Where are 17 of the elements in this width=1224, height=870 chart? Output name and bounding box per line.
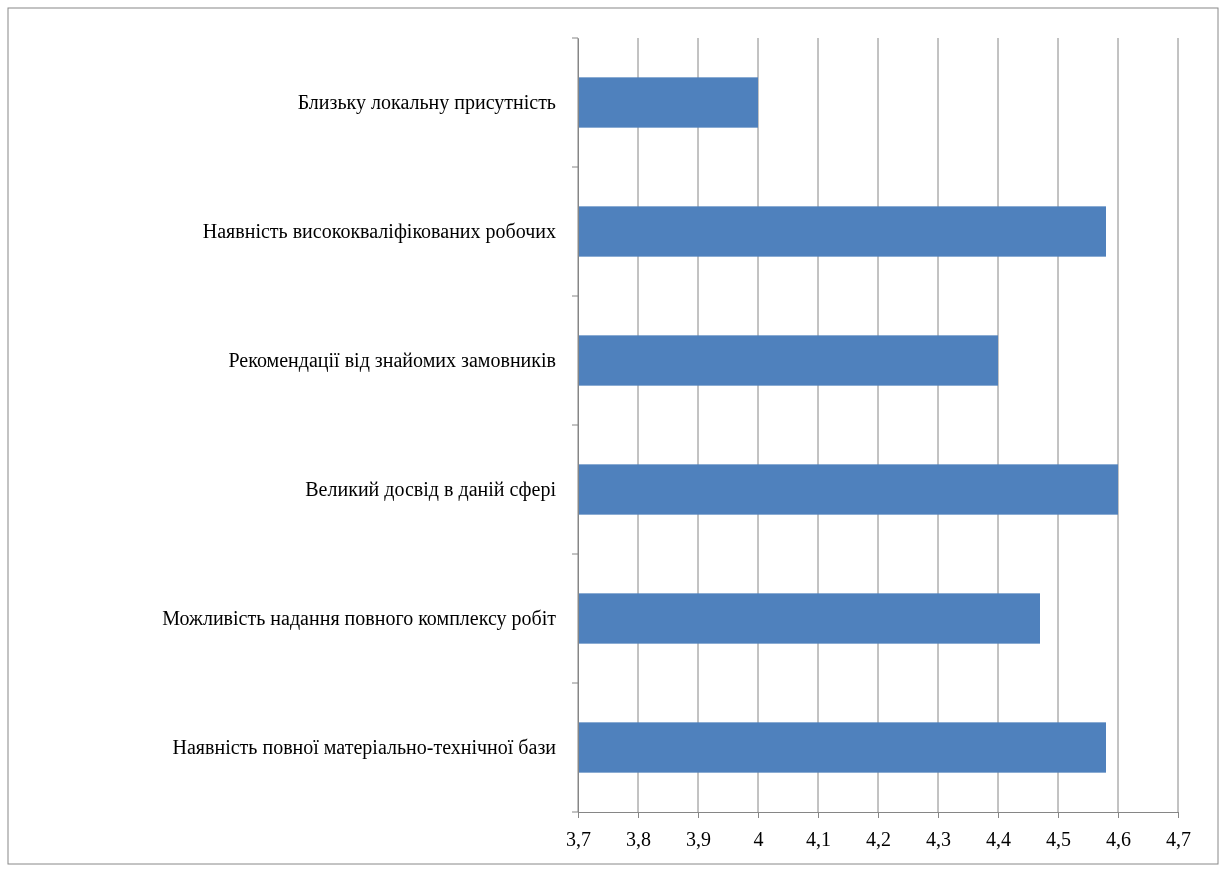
y-tick-label: Близьку локальну присутність: [297, 90, 556, 114]
x-tick-label: 4,3: [926, 828, 951, 851]
y-tick-label: Рекомендації від знайомих замовників: [228, 348, 556, 372]
x-tick-label: 4,5: [1046, 828, 1071, 851]
x-tick-label: 4,4: [986, 828, 1011, 851]
y-tick-label: Можливість надання повного комплексу робіт: [162, 606, 557, 630]
x-tick-label: 3,7: [566, 828, 591, 851]
x-tick-label: 3,9: [686, 828, 711, 851]
x-tick-label: 4,1: [806, 828, 831, 851]
y-tick-label: Наявність висококваліфікованих робочих: [202, 219, 556, 243]
x-tick-label: 4,6: [1106, 828, 1131, 851]
y-tick-label: Великий досвід в даній сфері: [305, 477, 557, 501]
x-tick-label: 4,2: [866, 828, 891, 851]
y-tick-label: Наявність повної матеріально-технічної бази: [172, 735, 557, 759]
x-tick-label: 3,8: [626, 828, 651, 851]
x-tick-label: 4: [753, 828, 764, 851]
x-tick-label: 4,7: [1166, 828, 1191, 851]
